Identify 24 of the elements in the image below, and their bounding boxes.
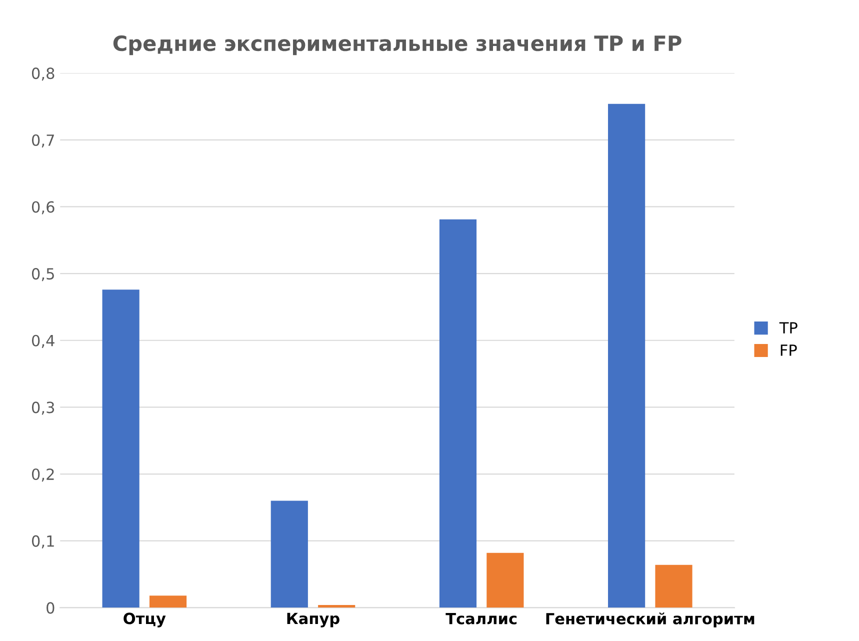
x-tick-label: Тсаллис	[446, 613, 517, 624]
chart-title: Средние экспериментальные значения TP и FP	[113, 35, 682, 56]
x-tick-label: Капур	[287, 612, 340, 628]
bar	[270, 500, 308, 608]
bar	[486, 552, 524, 608]
y-tick-label: 0,3	[32, 402, 54, 415]
y-tick-label: 0,6	[32, 201, 54, 214]
x-tick-label: Генетический алгоритм	[546, 612, 754, 628]
y-tick-label: 0,5	[32, 268, 54, 282]
bar	[102, 290, 140, 608]
legend-label: FP	[780, 344, 797, 356]
legend-label: TP	[779, 322, 798, 334]
y-tick-label: 0,7	[32, 134, 54, 148]
x-tick-label: Отцу	[124, 612, 166, 628]
bar	[655, 564, 692, 608]
y-tick-label: 0,8	[32, 68, 54, 81]
y-tick-label: 0,1	[32, 535, 54, 548]
y-tick-label: 0,2	[32, 468, 54, 482]
bar	[149, 596, 187, 608]
bar	[608, 104, 646, 608]
y-tick-label: 0,4	[32, 334, 54, 348]
bar	[318, 604, 356, 608]
y-tick-label: 0	[46, 602, 54, 614]
bar	[439, 219, 477, 608]
